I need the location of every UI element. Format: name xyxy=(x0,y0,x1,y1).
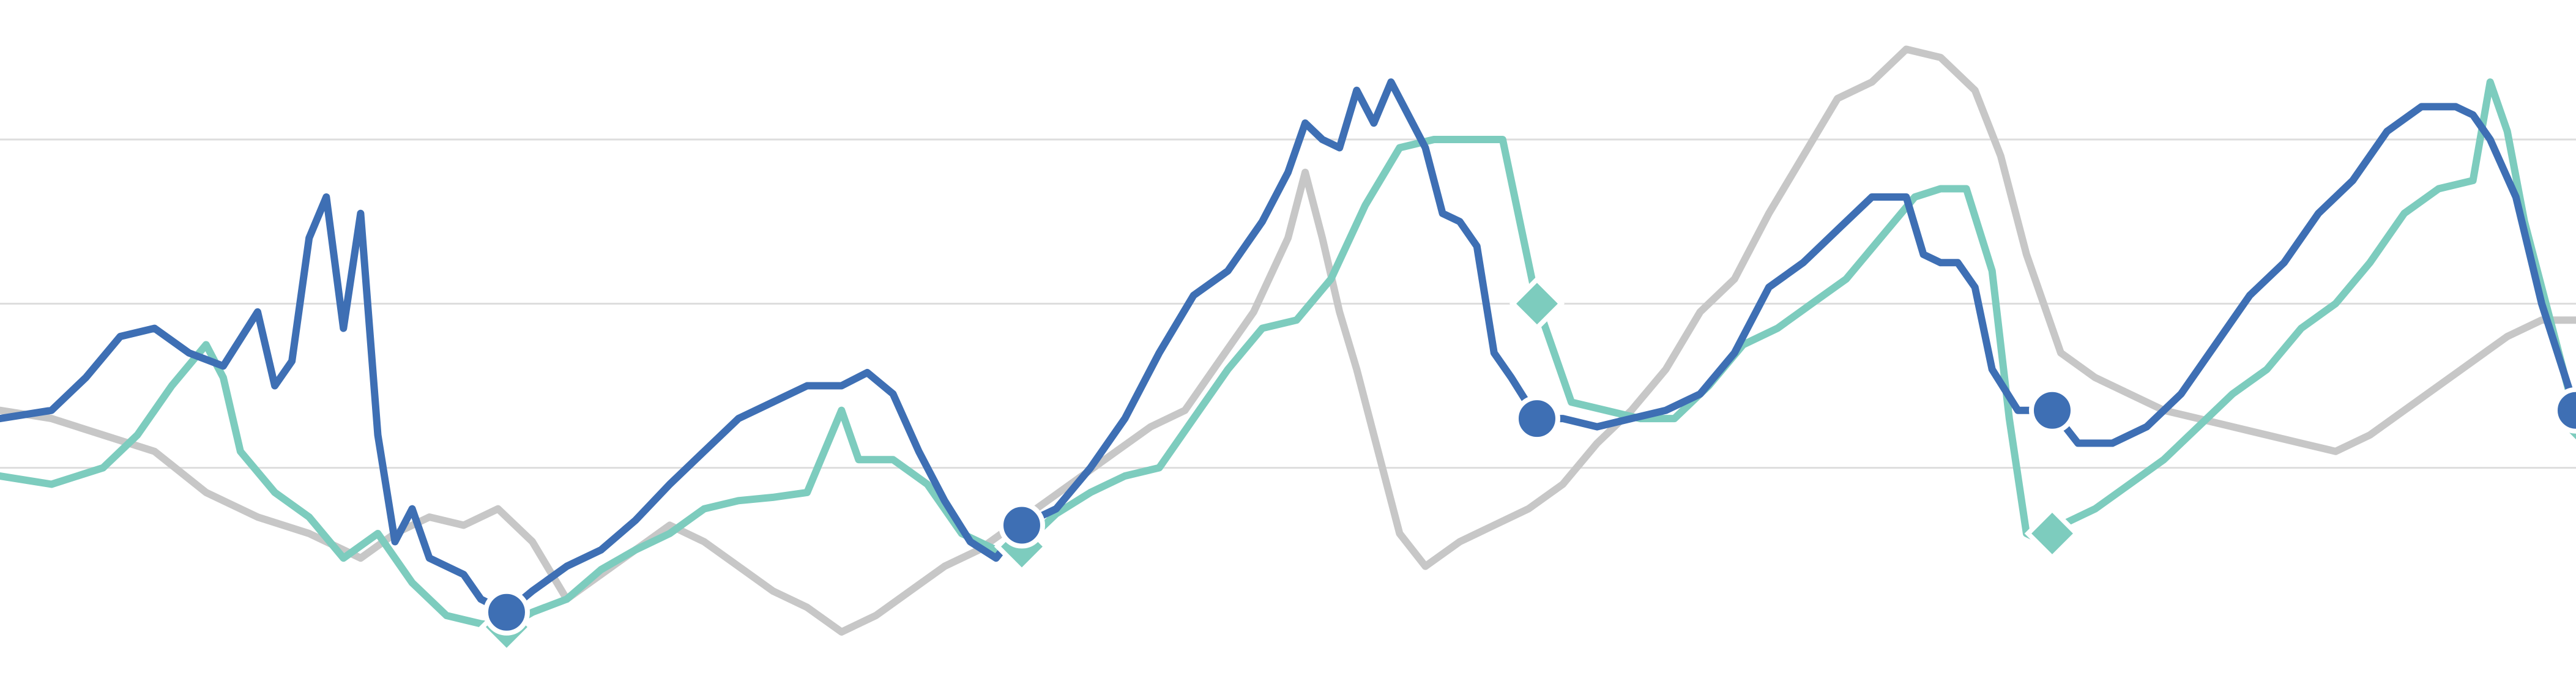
diamond-marker xyxy=(1509,276,1565,332)
diamond-marker xyxy=(2024,505,2080,562)
circle-marker xyxy=(1513,395,1560,442)
series-line-2 xyxy=(0,78,2576,631)
series-markers xyxy=(478,276,2576,655)
series-lines xyxy=(0,45,2576,636)
circle-marker xyxy=(998,502,1045,549)
circle-marker xyxy=(2553,387,2576,434)
series-line-3 xyxy=(0,78,2576,616)
circle-marker xyxy=(483,589,530,636)
series-line-1 xyxy=(0,45,2576,636)
circle-marker xyxy=(2028,387,2075,434)
